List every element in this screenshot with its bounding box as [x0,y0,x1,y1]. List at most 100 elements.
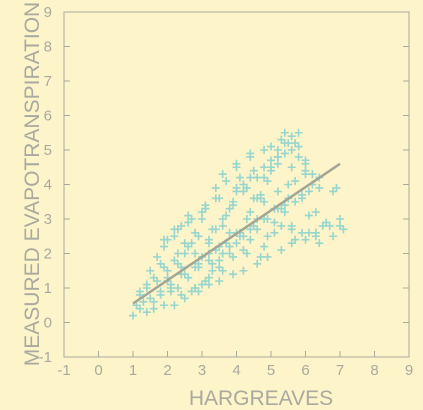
data-point [198,280,206,289]
data-point [280,149,289,158]
data-point [287,132,296,141]
data-point [156,259,165,268]
data-point [298,228,307,237]
data-point [336,215,344,223]
data-point [239,232,248,241]
data-point [270,218,279,227]
data-point [218,170,227,179]
data-point [277,246,286,255]
data-point [225,228,234,237]
data-point [149,297,158,306]
data-point [222,177,231,186]
data-point [294,128,303,137]
data-point [273,152,282,161]
data-point [225,242,234,251]
data-point [287,163,296,172]
data-point [232,239,241,248]
data-point [298,190,307,199]
data-point [194,287,203,296]
x-tick-label: 0 [94,362,102,379]
x-axis-title: HARGREAVES [189,387,333,410]
data-point [277,135,286,144]
data-point [304,211,313,220]
data-point [215,194,224,203]
data-point [246,208,255,217]
data-point [284,180,293,189]
data-point [204,273,213,282]
data-point [204,239,213,248]
data-point [173,249,182,258]
data-point [180,294,189,303]
data-point [218,249,227,258]
data-point [270,228,279,237]
data-point [142,284,151,292]
data-point [129,311,137,320]
data-point [263,232,272,241]
data-point [260,197,269,206]
data-point [229,197,238,206]
data-point [304,228,313,237]
data-point [311,208,320,217]
x-tick-label: 9 [405,362,413,379]
x-tick-label: 1 [129,362,137,379]
trendline [132,162,341,305]
x-tick-label: 7 [336,362,344,379]
data-point [173,225,182,234]
data-point [246,173,255,182]
data-point [301,235,310,244]
data-point [239,180,248,189]
data-point [315,183,324,192]
data-point [280,208,289,217]
data-points [129,128,348,320]
data-point [149,304,158,313]
x-tick-label: -1 [57,362,70,379]
data-point [287,239,296,248]
data-point [256,190,265,199]
data-point [187,215,196,223]
data-point [260,163,269,172]
data-point [263,252,272,261]
data-point [191,249,200,258]
data-point [215,277,224,286]
data-point [239,266,248,275]
data-point [339,225,348,234]
data-point [253,259,262,268]
data-point [329,187,338,196]
data-point [246,225,255,234]
data-point [225,204,234,213]
y-tick-label: 6 [44,108,52,125]
data-point [311,228,320,237]
y-axis-title: MEASURED EVAPOTRANSPIRATION [21,2,44,366]
data-point [198,215,206,223]
data-point [208,266,217,275]
data-point [246,149,255,158]
data-point [260,146,269,154]
data-point [280,128,289,137]
data-point [325,221,334,230]
data-point [232,159,241,168]
data-point [267,142,275,151]
y-tick-label: 7 [44,73,52,90]
data-point [273,187,282,196]
data-point [170,232,179,241]
data-point [180,249,189,258]
data-point [170,301,179,310]
data-point [267,163,275,172]
data-point [260,242,269,251]
data-point [308,170,317,179]
data-point [135,304,144,313]
data-point [163,266,172,275]
x-tick-label: 8 [370,362,378,379]
data-point [225,249,234,258]
data-point [246,235,255,244]
data-point [204,256,213,265]
data-point [315,239,324,248]
data-point [149,273,158,282]
data-point [253,173,262,182]
data-point [156,287,165,296]
data-point [277,221,286,230]
x-axis-ticks: -1 0 1 2 3 4 5 6 7 8 9 [57,351,413,379]
data-point [329,232,338,241]
x-tick-label: 2 [163,362,171,379]
